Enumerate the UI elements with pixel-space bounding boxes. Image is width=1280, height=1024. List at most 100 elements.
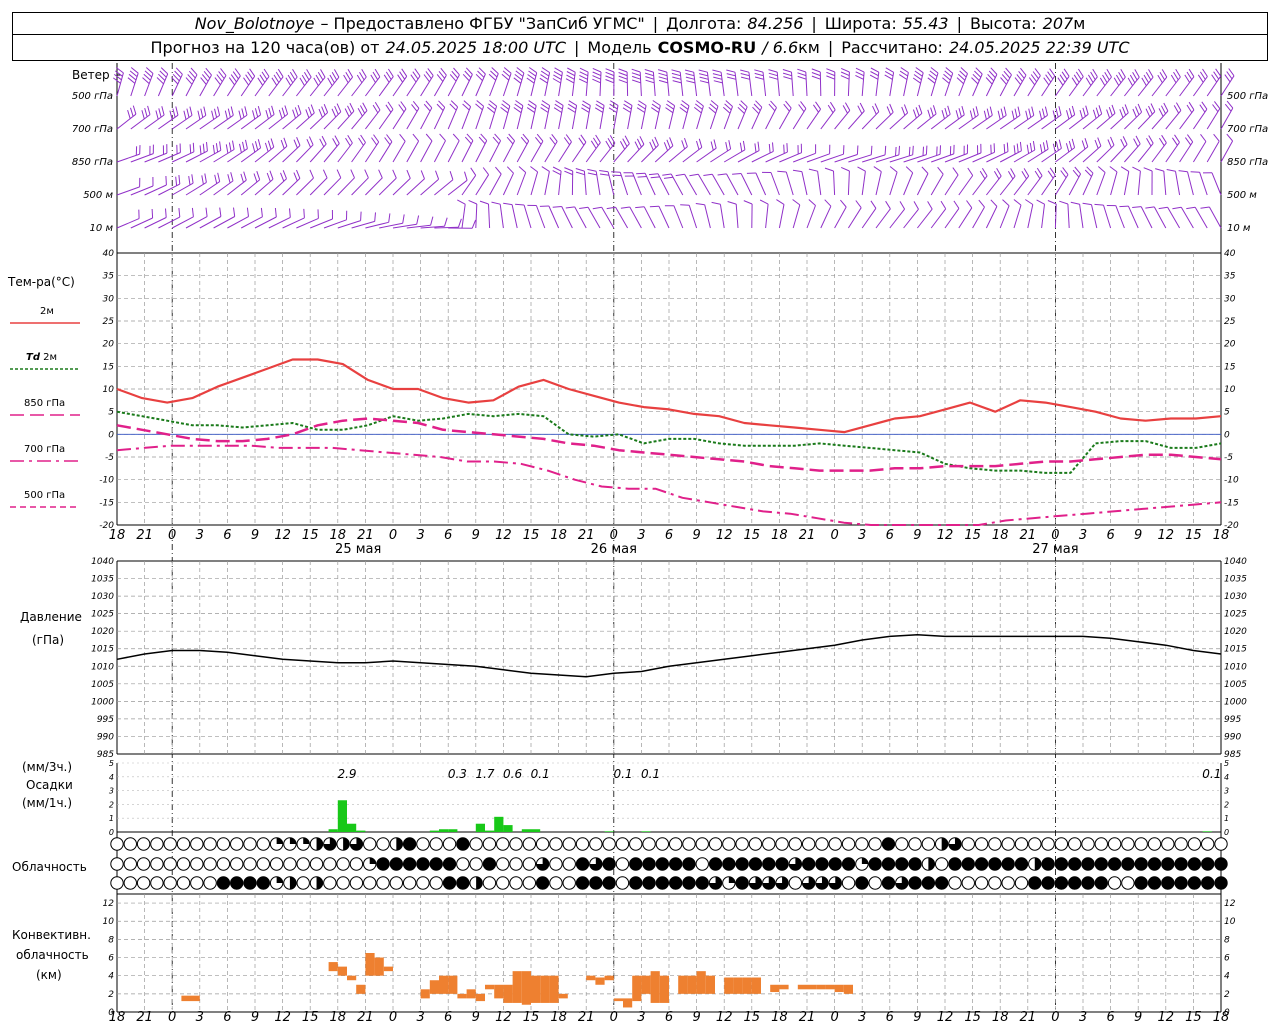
precip-label: 2.9	[337, 767, 356, 781]
wind-barb	[770, 172, 780, 196]
cloud-cell	[961, 857, 975, 871]
cloud-cell	[735, 876, 749, 890]
cloud-cell	[389, 857, 404, 871]
wind-barb-feathers	[475, 67, 486, 81]
cloud-cell	[535, 876, 550, 890]
cloud-cell	[908, 876, 922, 890]
conv-ytick-right: 2	[1224, 990, 1230, 1000]
wind-barb-feathers	[464, 171, 468, 181]
wind-barb	[130, 114, 151, 130]
wind-barb	[282, 178, 301, 196]
wind-barb	[1027, 204, 1034, 229]
pres-ytick-left: 1035	[91, 575, 114, 585]
wind-barb	[986, 114, 1007, 130]
wind-barb-feathers	[675, 173, 685, 177]
precip-bar	[1202, 831, 1212, 832]
wind-barb	[889, 208, 905, 229]
cloud-cell	[176, 876, 191, 890]
wind-barb	[595, 171, 601, 196]
precip-bar	[328, 829, 338, 832]
wind-barb-feathers	[185, 67, 198, 85]
wind-barb-feathers	[776, 199, 785, 205]
wind-barb	[1041, 204, 1045, 229]
precip-label: 0.1	[641, 767, 660, 781]
wind-barb-feathers	[189, 142, 195, 154]
wind-barb-feathers	[983, 106, 993, 120]
conv-xtick: 3	[1079, 1010, 1087, 1024]
wind-barb	[571, 141, 587, 163]
temp-xtick: 18	[992, 528, 1009, 543]
precip-title: Осадки	[26, 778, 73, 792]
cloud-cell	[841, 876, 856, 890]
cloud-cell	[735, 837, 749, 851]
wind-barb	[710, 148, 731, 163]
conv-bar	[705, 975, 715, 994]
wind-barb	[309, 76, 326, 97]
legend-700-label: 700 гПа	[24, 444, 66, 455]
wind-barb	[502, 105, 511, 130]
wind-barb-feathers	[905, 166, 914, 174]
wind-barb	[817, 171, 822, 196]
conv-bar	[825, 984, 835, 990]
wind-barb	[171, 182, 194, 196]
wind-barb-feathers	[357, 102, 368, 117]
wind-barb-feathers	[578, 67, 589, 84]
wind-barb-feathers	[397, 68, 408, 83]
wind-barb	[801, 171, 808, 196]
temp-series-1	[116, 410, 1222, 474]
wind-barb	[585, 72, 589, 97]
cloud-fill	[536, 857, 549, 871]
wind-barb	[516, 72, 525, 97]
cloud-cell	[1014, 857, 1029, 871]
wind-barb-feathers	[127, 67, 139, 84]
cloud-cell	[948, 876, 962, 890]
wind-barb	[806, 108, 822, 130]
wind-barb	[296, 217, 319, 229]
cloud-cell	[1147, 876, 1162, 890]
wind-barb-feathers	[372, 102, 381, 114]
wind-barb-feathers	[1025, 106, 1035, 120]
wind-barb	[310, 218, 333, 229]
wind-barb-feathers	[1097, 166, 1106, 173]
wind-barb	[392, 223, 417, 229]
cloud-cell	[1174, 857, 1188, 871]
wind-barb-feathers	[840, 67, 850, 80]
forecast-start: 24.05.2025 18:00 UTC	[385, 37, 567, 57]
cloud-cell	[482, 876, 497, 890]
cloud-cell	[775, 857, 789, 871]
wind-barb	[847, 71, 850, 97]
wind-barb	[641, 144, 659, 163]
wind-barb	[657, 173, 670, 196]
conv-ytick-left: 10	[103, 917, 115, 927]
wind-barb-feathers	[873, 166, 882, 173]
conv-ytick-right: 12	[1224, 899, 1236, 909]
wind-barb	[737, 150, 760, 163]
cloud-fill	[1034, 857, 1041, 871]
wind-barb-feathers	[710, 139, 717, 151]
temp-ytick-right: -15	[1224, 498, 1239, 508]
wind-barb-feathers	[197, 106, 207, 120]
wind-barb-feathers	[449, 100, 458, 111]
cloud-cell	[642, 837, 656, 851]
temp-xtick: 0	[168, 528, 176, 543]
wind-barb	[1068, 173, 1082, 196]
conv-xtick: 9	[472, 1010, 480, 1024]
cloud-fill	[802, 876, 815, 890]
wind-barb	[820, 109, 836, 130]
conv-xtick: 12	[1158, 1010, 1175, 1024]
cloud-fill	[709, 876, 722, 890]
wind-barb	[268, 216, 291, 229]
wind-barb-feathers	[1184, 134, 1194, 146]
precip-ytick-left: 3	[109, 787, 114, 796]
wind-barb-feathers	[1007, 168, 1016, 180]
wind-barb-feathers	[462, 100, 471, 111]
wind-barb	[806, 153, 830, 163]
wind-barb	[944, 153, 968, 163]
wind-barb	[185, 216, 208, 229]
wind-barb	[958, 114, 979, 130]
precip-ytick-left: 5	[109, 759, 114, 768]
wind-barb-feathers	[1000, 67, 1012, 85]
cloud-cell	[1054, 876, 1069, 890]
wind-barb	[1206, 108, 1221, 130]
cloud-fill	[762, 876, 775, 890]
